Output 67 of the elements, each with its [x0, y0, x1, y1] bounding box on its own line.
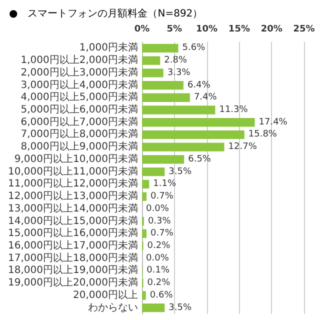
data-label: 15.8% [248, 130, 278, 140]
y-tick-label: 18,000円以上19,000円未満 [8, 264, 138, 276]
bar [142, 192, 147, 201]
data-label: 0.2% [147, 278, 171, 288]
data-label: 17.4% [258, 117, 288, 128]
y-tick-label: 17,000円以上18,000円未満 [8, 252, 138, 264]
data-label: 1.1% [153, 179, 176, 190]
data-label: 0.0% [146, 204, 170, 214]
data-label: 6.4% [187, 80, 211, 90]
data-label: 0.6% [150, 290, 174, 300]
data-label: 5.6% [182, 43, 206, 54]
data-label: 6.5% [188, 154, 212, 164]
y-tick-label: 6,000円以上7,000円未満 [20, 116, 138, 128]
x-tick-label: 15% [228, 24, 250, 34]
bar [142, 155, 184, 164]
y-tick-label: 7,000円以上8,000円未満 [20, 128, 138, 140]
data-label: 3.5% [168, 302, 192, 313]
bar [142, 291, 146, 300]
bar [142, 229, 147, 238]
bar [142, 93, 190, 102]
y-tick-label: 1,000円以上2,000円未満 [20, 54, 138, 66]
y-tick-label: 12,000円以上13,000円未満 [8, 190, 138, 202]
y-tick-label: 2,000円以上3,000円未満 [20, 66, 138, 78]
data-label: 0.7% [150, 228, 174, 239]
y-tick-label: わからない [88, 302, 138, 314]
x-tick-label: 10% [196, 24, 218, 34]
y-tick-label: 19,000円以上20,000円未満 [8, 276, 138, 289]
bar [142, 106, 216, 114]
bar [142, 180, 150, 189]
y-tick-label: 13,000円以上14,000円未満 [8, 202, 138, 214]
data-label: 0.2% [147, 241, 171, 251]
y-tick-label: 9,000円以上10,000円未満 [14, 152, 138, 165]
data-label: 11.3% [219, 105, 248, 115]
bar [142, 142, 224, 152]
x-tick-label: 20% [260, 24, 282, 34]
y-tick-label: 14,000円以上15,000円未満 [8, 214, 138, 227]
data-label: 0.0% [146, 253, 170, 264]
y-tick-label: 20,000円以上 [73, 288, 138, 301]
data-label: 12.7% [228, 142, 258, 152]
data-label: 2.8% [164, 56, 188, 66]
data-label: 0.3% [148, 216, 172, 226]
y-tick-label: 8,000円以上9,000円未満 [20, 140, 138, 153]
data-label: 7.4% [194, 92, 218, 103]
x-tick-label: 5% [166, 24, 182, 34]
y-tick-label: 10,000円以上11,000円未満 [8, 165, 138, 178]
bar [142, 130, 244, 140]
data-label: 3.3% [167, 68, 191, 78]
y-tick-label: 4,000円以上5,000円未満 [20, 91, 138, 104]
bar [142, 68, 164, 78]
y-tick-label: 15,000円以上16,000円未満 [8, 227, 138, 240]
y-tick-label: 1,000円未満 [79, 42, 138, 54]
data-label: 0.7% [150, 192, 174, 202]
bar [142, 44, 178, 53]
data-label: 0.1% [146, 266, 170, 276]
bar [142, 80, 184, 90]
chart-title: ● スマートフォンの月額料金（N=892） [9, 8, 203, 20]
y-tick-label: 11,000円以上12,000円未満 [8, 178, 138, 190]
bar [142, 56, 160, 65]
x-tick-label: 25% [293, 24, 315, 34]
y-tick-label: 5,000円以上6,000円未満 [20, 104, 138, 116]
data-label: 3.5% [168, 166, 192, 177]
x-tick-label: 0% [134, 24, 150, 34]
y-tick-label: 3,000円以上4,000円未満 [20, 78, 138, 91]
bar [142, 167, 165, 176]
bar [142, 118, 255, 127]
bar [142, 303, 165, 312]
y-tick-label: 16,000円以上17,000円未満 [8, 240, 138, 252]
